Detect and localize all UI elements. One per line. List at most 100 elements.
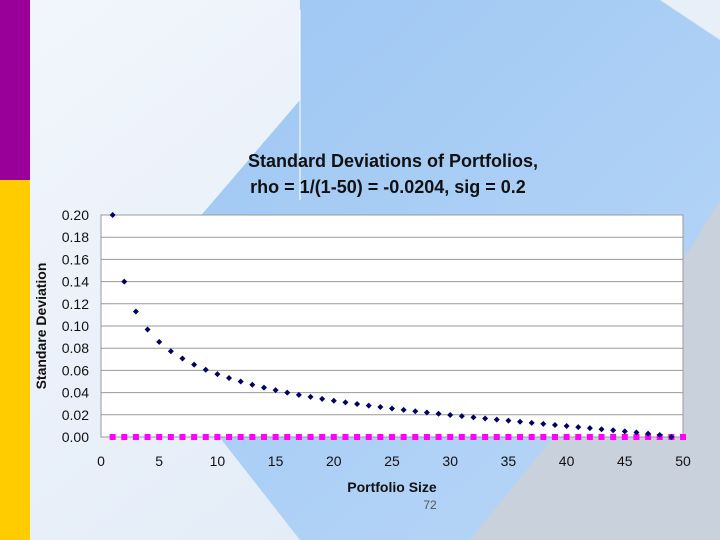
data-point-square (214, 434, 221, 440)
data-point-square (482, 434, 489, 440)
data-point-square (249, 434, 256, 440)
data-point-square (319, 434, 326, 440)
data-point-square (156, 434, 163, 440)
data-point-diamond (551, 422, 558, 429)
data-point-diamond (237, 378, 244, 385)
data-point-diamond (493, 416, 500, 423)
data-point-diamond (342, 399, 349, 406)
data-point-diamond (563, 423, 570, 430)
chart-title-line1: Standard Deviations of Portfolios, (248, 151, 538, 171)
data-point-diamond (400, 406, 407, 413)
data-point-square (551, 434, 558, 440)
data-point-diamond (435, 410, 442, 417)
x-axis-label: Portfolio Size (347, 479, 437, 495)
data-point-square (121, 434, 128, 440)
data-point-diamond (272, 387, 279, 394)
y-tick-label: 0.14 (62, 274, 89, 290)
data-point-diamond (226, 375, 233, 382)
data-point-diamond (621, 428, 628, 435)
data-point-square (260, 434, 267, 440)
x-tick-label: 45 (617, 453, 633, 469)
data-point-square (342, 434, 349, 440)
x-tick-label: 35 (501, 453, 517, 469)
data-point-diamond (121, 278, 128, 285)
data-point-square (167, 434, 174, 440)
data-point-square (284, 434, 291, 440)
data-point-square (517, 434, 524, 440)
data-point-square (680, 434, 686, 440)
data-point-square (191, 434, 198, 440)
data-point-diamond (668, 434, 675, 440)
data-point-square (144, 434, 151, 440)
data-point-diamond (156, 338, 163, 345)
y-tick-labels: 0.00 0.02 0.04 0.06 0.08 0.10 0.12 0.14 0.16 0.18… (62, 207, 89, 445)
data-point-diamond (633, 429, 640, 436)
data-point-square (354, 434, 361, 440)
y-tick-label: 0.04 (62, 385, 89, 401)
x-tick-label: 10 (210, 453, 226, 469)
y-tick-label: 0.06 (62, 362, 89, 378)
data-point-square (458, 434, 465, 440)
data-point-diamond (179, 355, 186, 362)
grid-lines (101, 236, 683, 416)
data-point-diamond (586, 425, 593, 432)
y-tick-label: 0.10 (62, 318, 89, 334)
slide-number: 72 (423, 498, 437, 512)
data-point-diamond (202, 366, 209, 373)
data-point-square (237, 434, 244, 440)
x-tick-labels: 0 5 10 15 20 25 30 35 40 45 50 (97, 453, 691, 469)
data-point-square (330, 434, 337, 440)
y-tick-label: 0.02 (62, 407, 89, 423)
y-tick-label: 0.12 (62, 296, 89, 312)
chart-title-line2: rho = 1/(1-50) = -0.0204, sig = 0.2 (250, 177, 526, 197)
data-point-square (226, 434, 233, 440)
x-tick-label: 30 (442, 453, 458, 469)
data-point-diamond (458, 413, 465, 420)
y-tick-label: 0.16 (62, 251, 89, 267)
data-point-diamond (191, 361, 198, 368)
x-tick-label: 0 (97, 453, 105, 469)
data-point-square (132, 434, 139, 440)
data-point-square (540, 434, 547, 440)
data-point-diamond (505, 417, 512, 424)
data-point-square (621, 434, 628, 440)
data-point-diamond (656, 432, 663, 439)
data-point-square (109, 434, 116, 440)
data-point-square (528, 434, 535, 440)
data-point-diamond (470, 414, 477, 421)
data-point-square (563, 434, 570, 440)
data-point-diamond (645, 430, 652, 437)
data-point-square (400, 434, 407, 440)
data-point-square (377, 434, 384, 440)
data-point-square (435, 434, 442, 440)
data-point-square (447, 434, 454, 440)
data-point-square (493, 434, 500, 440)
data-point-diamond (447, 412, 454, 419)
data-point-diamond (330, 397, 337, 404)
data-point-diamond (295, 391, 302, 398)
x-tick-label: 50 (675, 453, 691, 469)
y-axis-label: Standare Deviation (33, 263, 49, 390)
data-point-diamond (423, 409, 430, 416)
x-tick-label: 15 (268, 453, 284, 469)
data-point-diamond (284, 389, 291, 396)
data-point-diamond (389, 405, 395, 412)
data-point-square (586, 434, 593, 440)
data-point-diamond (319, 395, 326, 402)
data-series (109, 212, 686, 440)
x-tick-label: 20 (326, 453, 342, 469)
data-point-diamond (214, 371, 221, 378)
data-point-square (272, 434, 279, 440)
data-point-diamond (610, 427, 617, 434)
data-point-diamond (109, 212, 116, 218)
background-diamond-gray (470, 200, 720, 540)
data-point-diamond (377, 404, 384, 411)
data-point-diamond (365, 402, 372, 409)
data-point-diamond (167, 348, 174, 355)
data-point-diamond (307, 393, 314, 400)
data-point-square (365, 434, 372, 440)
data-point-diamond (249, 381, 256, 388)
left-accent-bar-bottom (0, 180, 30, 540)
data-point-diamond (540, 420, 547, 427)
